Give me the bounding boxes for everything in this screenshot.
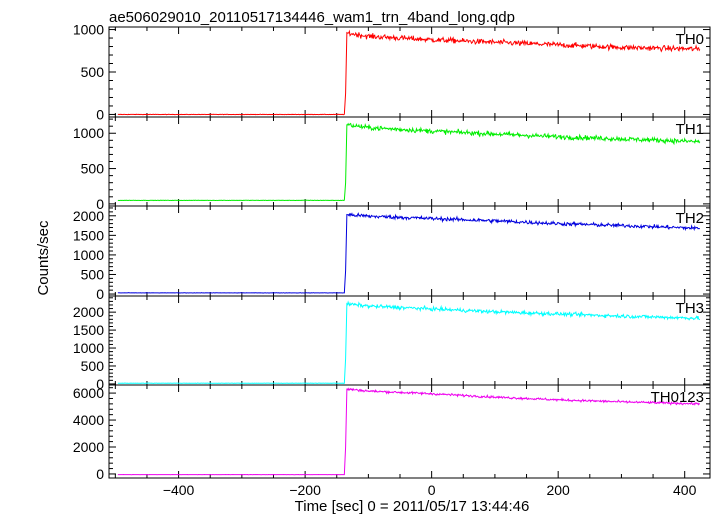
series-line-th3 (117, 300, 701, 384)
x-tick-label: −200 (289, 482, 321, 498)
panel-frame (108, 384, 711, 479)
x-tick-label: 200 (546, 482, 570, 498)
y-tick-label: 1000 (73, 340, 104, 356)
series-line-th0123 (117, 387, 700, 476)
y-tick-label: 2000 (73, 304, 104, 320)
panel-label: TH1 (676, 121, 704, 138)
x-tick-label: 0 (428, 482, 436, 498)
panel-label: TH0123 (651, 389, 704, 406)
x-tick-label: −400 (163, 482, 195, 498)
y-tick-label: 0 (96, 286, 104, 302)
x-axis-label: Time [sec] 0 = 2011/05/17 13:44:46 (295, 498, 530, 515)
panel-th3: 0 500 1000 1500 2000 TH3 (73, 295, 711, 392)
series-line-th2 (117, 212, 700, 294)
y-tick-label: 0 (96, 466, 104, 482)
panel-th2: 0 500 1000 1500 2000 TH2 (73, 205, 711, 302)
panel-th0: 0 500 1000 TH0 (73, 22, 711, 122)
series-line-th0 (117, 29, 701, 116)
panel-th0123: 0 2000 4000 6000 TH0123 (73, 384, 711, 482)
y-tick-label: 1500 (73, 227, 104, 243)
series-line-th1 (117, 122, 701, 202)
panel-frame (108, 205, 711, 297)
chart-title: ae506029010_20110517134446_wam1_trn_4ban… (109, 9, 515, 26)
x-tick-label: 400 (673, 482, 697, 498)
y-tick-label: 1000 (73, 125, 104, 141)
y-tick-label: 2000 (73, 208, 104, 224)
panel-label: TH3 (676, 300, 704, 317)
y-tick-label: 1500 (73, 322, 104, 338)
panel-frame (108, 26, 711, 118)
y-tick-label: 500 (81, 161, 105, 177)
y-tick-label: 1000 (73, 22, 104, 38)
y-tick-label: 0 (96, 376, 104, 392)
y-tick-label: 500 (81, 64, 105, 80)
y-tick-label: 1000 (73, 247, 104, 263)
panel-frame (108, 295, 711, 386)
y-tick-label: 6000 (73, 385, 104, 401)
y-tick-label: 4000 (73, 412, 104, 428)
panel-th1: 0 500 1000 TH1 (73, 116, 711, 212)
y-tick-label: 0 (96, 196, 104, 212)
y-tick-label: 2000 (73, 439, 104, 455)
y-tick-label: 0 (96, 106, 104, 122)
panel-label: TH0 (676, 31, 704, 48)
y-axis-label: Counts/sec (35, 220, 52, 296)
y-tick-label: 500 (81, 358, 105, 374)
y-tick-label: 500 (81, 266, 105, 282)
panel-label: TH2 (676, 210, 704, 227)
